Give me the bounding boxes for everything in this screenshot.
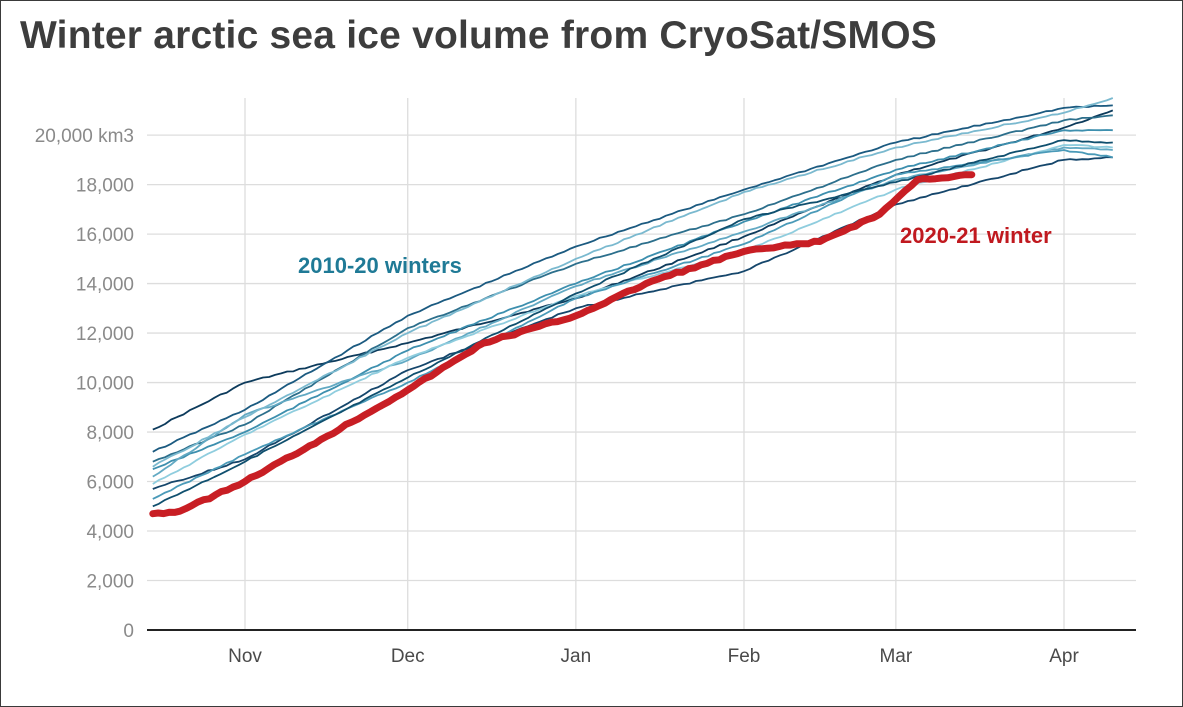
x-axis-tick-labels: Nov Dec Jan Feb Mar Apr — [228, 646, 1079, 667]
history-series-line — [152, 114, 1113, 463]
current-series-group — [149, 171, 976, 518]
annotation-current: 2020-21 winter — [900, 223, 1052, 248]
y-tick-label: 14,000 — [76, 275, 134, 296]
y-tick-label: 18,000 — [76, 176, 134, 197]
history-series-line — [152, 129, 1113, 471]
history-series-line — [152, 146, 1113, 478]
y-tick-label: 6,000 — [86, 473, 134, 494]
x-tick-label: Jan — [561, 646, 592, 667]
chart-title: Winter arctic sea ice volume from CryoSa… — [20, 14, 937, 57]
x-tick-label: Feb — [728, 646, 761, 667]
history-series-line — [152, 109, 1114, 431]
y-tick-label: 0 — [123, 621, 134, 642]
history-series-group — [152, 97, 1114, 508]
annotation-history: 2010-20 winters — [298, 253, 462, 278]
y-tick-label: 2,000 — [86, 572, 134, 593]
x-tick-label: Apr — [1049, 646, 1079, 667]
y-tick-label: 12,000 — [76, 324, 134, 345]
x-tick-label: Dec — [391, 646, 425, 667]
grid — [147, 98, 1136, 631]
y-tick-label: 16,000 — [76, 225, 134, 246]
current-series-line — [149, 171, 976, 518]
y-tick-label: 4,000 — [86, 522, 134, 543]
y-tick-label: 20,000 km3 — [35, 126, 134, 147]
history-series-line — [152, 156, 1113, 490]
history-series-line — [152, 104, 1113, 453]
y-tick-label: 10,000 — [76, 374, 134, 395]
y-tick-label: 8,000 — [86, 423, 134, 444]
history-series-line — [152, 97, 1114, 468]
history-series-line — [152, 139, 1113, 508]
annotations: 2010-20 winters 2020-21 winter — [298, 223, 1052, 278]
y-axis-tick-labels: 0 2,000 4,000 6,000 8,000 10,000 12,000 14,000 1… — [35, 126, 134, 642]
x-tick-label: Mar — [879, 646, 912, 667]
x-tick-label: Nov — [228, 646, 262, 667]
history-series-line — [152, 144, 1113, 485]
history-series-line — [152, 149, 1114, 500]
